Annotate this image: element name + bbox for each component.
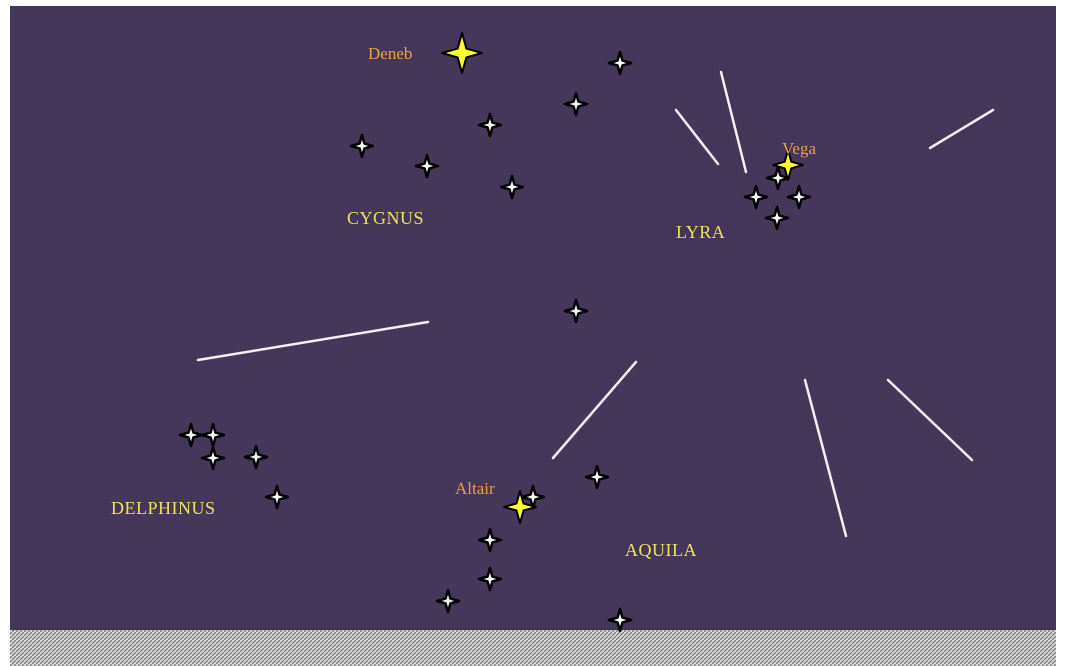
bright-star: [441, 32, 483, 74]
star: [477, 566, 503, 592]
meteor: [886, 378, 974, 462]
meteor: [719, 70, 748, 174]
star: [607, 50, 633, 76]
star: [414, 153, 440, 179]
constellation-label: CYGNUS: [347, 208, 424, 228]
night-sky: [10, 6, 1056, 632]
constellation-label: DELPHINUS: [111, 498, 216, 518]
star: [786, 184, 812, 210]
star: [743, 184, 769, 210]
meteor: [803, 378, 848, 538]
bright-star: [772, 149, 804, 181]
star: [765, 165, 791, 191]
star: [349, 133, 375, 159]
horizon: [10, 630, 1056, 666]
constellation-label: AQUILA: [625, 540, 697, 560]
star-label: Deneb: [368, 44, 412, 63]
bright-star: [503, 490, 537, 524]
star: [563, 91, 589, 117]
meteor: [674, 108, 720, 166]
star-label: Altair: [455, 479, 495, 498]
star: [243, 444, 269, 470]
meteor: [551, 360, 638, 460]
constellation-label: LYRA: [676, 222, 725, 242]
star-label: Vega: [782, 139, 816, 158]
star: [200, 445, 226, 471]
star: [178, 422, 204, 448]
stars: [178, 32, 812, 633]
meteors: [196, 70, 995, 538]
star: [563, 298, 589, 324]
star: [435, 588, 461, 614]
star: [584, 464, 610, 490]
star: [477, 112, 503, 138]
star: [477, 527, 503, 553]
star: [264, 484, 290, 510]
star: [764, 205, 790, 231]
star: [499, 174, 525, 200]
meteor: [928, 108, 995, 150]
meteor: [196, 320, 430, 362]
star: [607, 607, 633, 633]
